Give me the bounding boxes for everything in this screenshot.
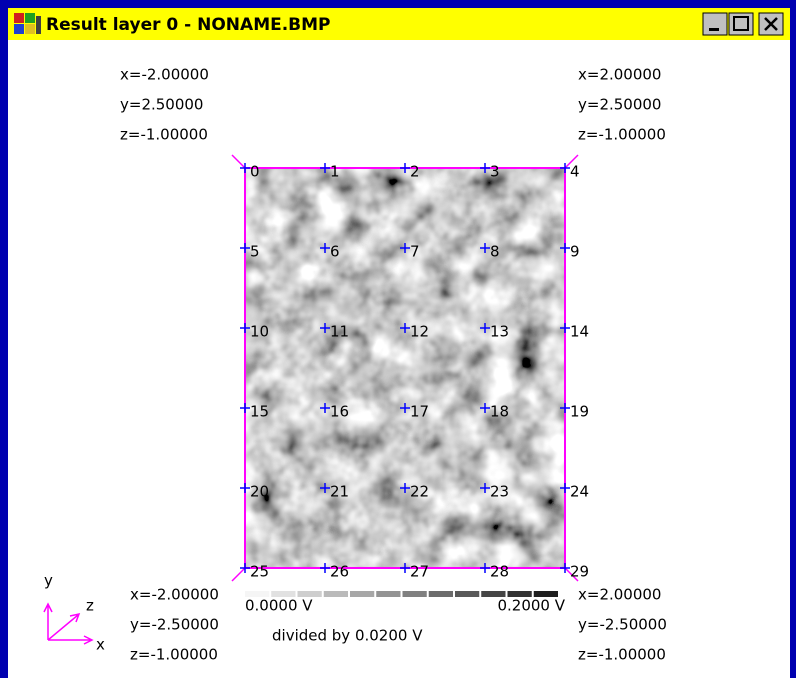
point-label: 15 [250,403,269,421]
colorbar-segment [324,591,348,597]
point-label: 4 [570,163,580,181]
point-label: 7 [410,243,420,261]
maximize-button[interactable] [729,13,753,35]
point-label: 23 [490,483,509,501]
border-right [790,0,796,678]
point-label: 0 [250,163,260,181]
point-label: 9 [570,243,580,261]
colorbar-max: 0.2000 V [497,597,565,615]
point-label: 14 [570,323,589,341]
point-label: 16 [330,403,349,421]
border-left [0,0,8,678]
point-label: 28 [490,563,509,581]
corner-label: x=-2.00000 [130,586,219,604]
window: Result layer 0 - NONAME.BMP 0.0000 V 0.2… [0,0,796,678]
point-label: 5 [250,243,260,261]
corner-label: z=-1.00000 [578,126,666,144]
colorbar-min: 0.0000 V [245,597,313,615]
point-label: 26 [330,563,349,581]
colorbar-segment [455,591,479,597]
point-label: 25 [250,563,269,581]
point-label: 11 [330,323,349,341]
point-label: 2 [410,163,420,181]
point-label: 3 [490,163,500,181]
corner-label: y=-2.50000 [578,616,667,634]
colorbar-segment [403,591,427,597]
point-label: 6 [330,243,340,261]
corner-label: z=-1.00000 [120,126,208,144]
border-top [0,0,796,8]
point-label: 27 [410,563,429,581]
point-label: 22 [410,483,429,501]
point-label: 12 [410,323,429,341]
colorbar-segment [429,591,453,597]
point-label: 17 [410,403,429,421]
colorbar-segment [376,591,400,597]
corner-label: y=2.50000 [578,96,661,114]
point-label: 8 [490,243,500,261]
axis-x: x [96,636,105,654]
window-title: Result layer 0 - NONAME.BMP [46,15,331,35]
point-label: 18 [490,403,509,421]
point-label: 24 [570,483,589,501]
colorbar-note: divided by 0.0200 V [272,627,423,645]
point-label: 13 [490,323,509,341]
minimize-button[interactable] [703,13,727,35]
axis-y: y [44,572,53,590]
corner-label: y=2.50000 [120,96,203,114]
point-label: 19 [570,403,589,421]
page: Result layer 0 - NONAME.BMP 0.0000 V 0.2… [0,0,796,678]
point-label: 21 [330,483,349,501]
corner-label: y=-2.50000 [130,616,219,634]
corner-label: z=-1.00000 [130,646,218,664]
point-label: 20 [250,483,269,501]
point-label: 1 [330,163,340,181]
axis-z: z [86,597,94,615]
corner-label: x=-2.00000 [120,66,209,84]
corner-label: x=2.00000 [578,66,661,84]
corner-label: x=2.00000 [578,586,661,604]
point-label: 29 [570,563,589,581]
close-button[interactable] [759,13,783,35]
corner-label: z=-1.00000 [578,646,666,664]
point-label: 10 [250,323,269,341]
result-image [245,168,565,568]
colorbar-segment [350,591,374,597]
